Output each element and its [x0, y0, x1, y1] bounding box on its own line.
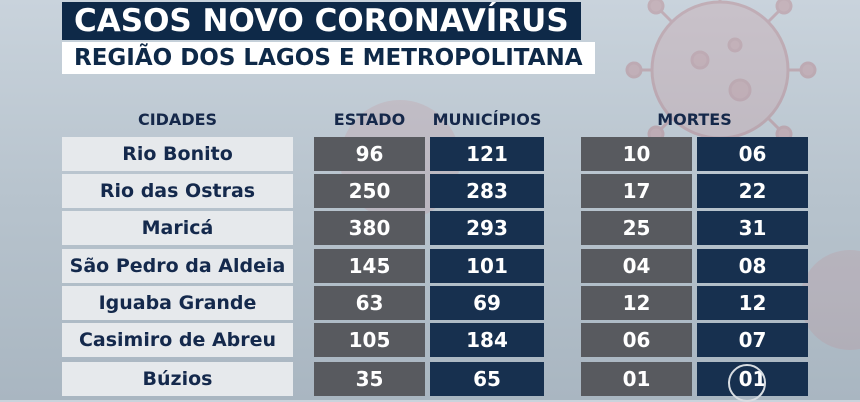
deaths-estado: 06: [581, 323, 692, 357]
city-name: Búzios: [62, 362, 293, 396]
city-name: Casimiro de Abreu: [62, 323, 293, 357]
cases-municipios: 69: [430, 286, 544, 320]
table-row: Búzios 35 65 01 01: [0, 362, 860, 396]
city-name: Rio das Ostras: [62, 174, 293, 208]
deaths-estado: 01: [581, 362, 692, 396]
cases-municipios: 184: [430, 323, 544, 357]
cases-estado: 96: [314, 137, 425, 171]
cases-municipios: 65: [430, 362, 544, 396]
table-row: Rio das Ostras 250 283 17 22: [0, 174, 860, 208]
deaths-estado: 04: [581, 249, 692, 283]
deaths-estado: 10: [581, 137, 692, 171]
cases-estado: 105: [314, 323, 425, 357]
page-subtitle: REGIÃO DOS LAGOS E METROPOLITANA: [62, 42, 595, 74]
deaths-municipios: 07: [697, 323, 808, 357]
header-cidades: CIDADES: [137, 110, 218, 129]
cases-estado: 63: [314, 286, 425, 320]
deaths-municipios: 31: [697, 211, 808, 245]
deaths-estado: 17: [581, 174, 692, 208]
deaths-municipios: 08: [697, 249, 808, 283]
header-municipios: MUNICÍPIOS: [432, 110, 542, 129]
cases-estado: 35: [314, 362, 425, 396]
deaths-estado: 25: [581, 211, 692, 245]
city-name: Iguaba Grande: [62, 286, 293, 320]
deaths-municipios: 12: [697, 286, 808, 320]
cases-municipios: 293: [430, 211, 544, 245]
table-row: Iguaba Grande 63 69 12 12: [0, 286, 860, 320]
deaths-municipios: 06: [697, 137, 808, 171]
table-row: Maricá 380 293 25 31: [0, 211, 860, 245]
city-name: Rio Bonito: [62, 137, 293, 171]
play-icon[interactable]: [728, 364, 766, 402]
table-row: Rio Bonito 96 121 10 06: [0, 137, 860, 171]
cases-municipios: 121: [430, 137, 544, 171]
cases-estado: 380: [314, 211, 425, 245]
table-row: São Pedro da Aldeia 145 101 04 08: [0, 249, 860, 283]
table-row: Casimiro de Abreu 105 184 06 07: [0, 323, 860, 357]
deaths-municipios: 22: [697, 174, 808, 208]
header-estado: ESTADO: [333, 110, 406, 129]
deaths-estado: 12: [581, 286, 692, 320]
city-name: Maricá: [62, 211, 293, 245]
cases-municipios: 101: [430, 249, 544, 283]
cases-estado: 250: [314, 174, 425, 208]
header-mortes: MORTES: [657, 110, 732, 129]
cases-estado: 145: [314, 249, 425, 283]
city-name: São Pedro da Aldeia: [62, 249, 293, 283]
page-title: CASOS NOVO CORONAVÍRUS: [62, 2, 581, 40]
cases-municipios: 283: [430, 174, 544, 208]
